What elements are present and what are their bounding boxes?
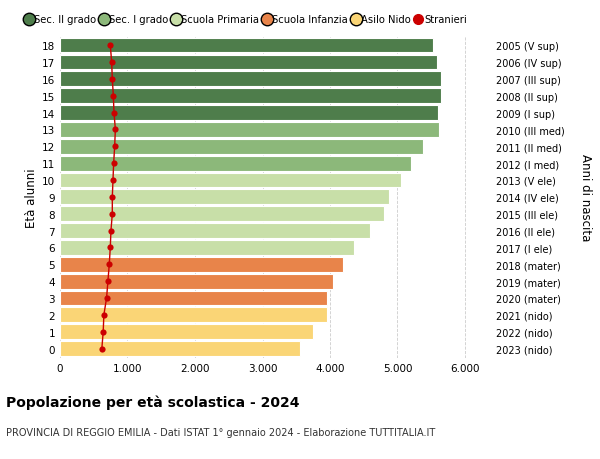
Point [109, 93, 118, 100]
Bar [60, 89, 442, 104]
Bar [60, 224, 370, 238]
Bar [60, 241, 353, 255]
Point [107, 76, 117, 83]
Text: PROVINCIA DI REGGIO EMILIA - Dati ISTAT 1° gennaio 2024 - Elaborazione TUTTITALI: PROVINCIA DI REGGIO EMILIA - Dati ISTAT … [6, 427, 435, 437]
Bar [60, 291, 326, 306]
Bar [60, 39, 433, 53]
Bar [60, 106, 438, 121]
Point [106, 244, 115, 252]
Point [106, 42, 115, 50]
Point [98, 328, 108, 336]
Point [107, 211, 117, 218]
Y-axis label: Età alunni: Età alunni [25, 168, 38, 227]
Point [109, 110, 119, 117]
Point [104, 261, 114, 269]
Bar [60, 72, 440, 87]
Point [107, 59, 116, 67]
Point [109, 160, 118, 168]
Point [103, 278, 113, 285]
Text: Popolazione per età scolastica - 2024: Popolazione per età scolastica - 2024 [6, 395, 299, 409]
Point [99, 312, 109, 319]
Bar [60, 308, 326, 323]
Legend: Sec. II grado, Sec. I grado, Scuola Primaria, Scuola Infanzia, Asilo Nido, Stran: Sec. II grado, Sec. I grado, Scuola Prim… [26, 15, 467, 25]
Point [102, 295, 112, 302]
Bar [60, 207, 384, 222]
Bar [60, 257, 343, 272]
Bar [60, 157, 411, 171]
Point [97, 345, 107, 353]
Bar [60, 140, 423, 154]
Bar [60, 190, 389, 205]
Bar [60, 325, 313, 339]
Bar [60, 173, 401, 188]
Point [110, 143, 119, 151]
Point [107, 194, 117, 201]
Bar [60, 56, 437, 70]
Point [108, 177, 118, 184]
Y-axis label: Anni di nascita: Anni di nascita [579, 154, 592, 241]
Point [110, 126, 120, 134]
Bar [60, 274, 334, 289]
Bar [60, 123, 439, 138]
Bar [60, 341, 299, 356]
Point [106, 227, 116, 235]
